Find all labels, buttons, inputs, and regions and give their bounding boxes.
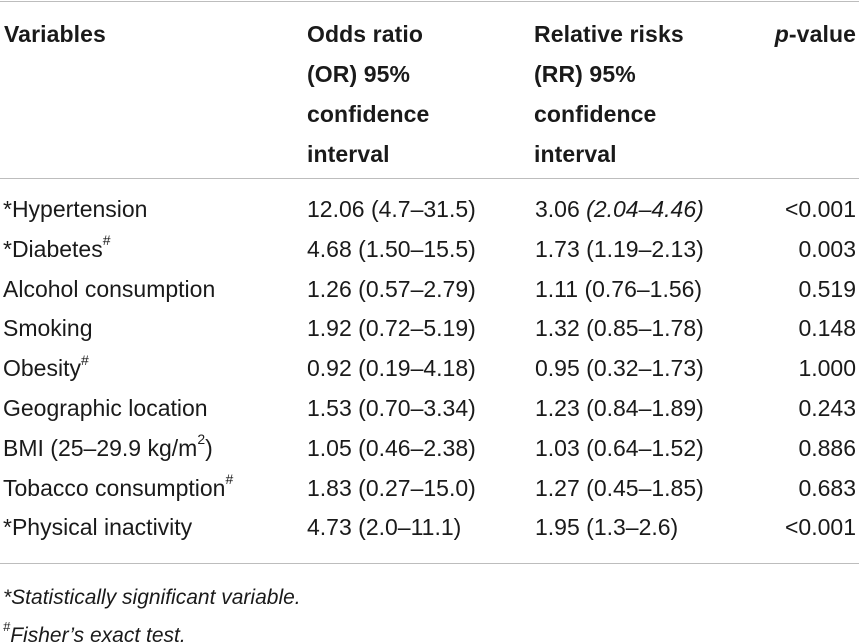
cell-variable: *Diabetes# (3, 229, 111, 269)
cell-variable: Obesity# (3, 348, 89, 388)
variable-label: *Physical inactivity (3, 514, 193, 541)
header-odds-ratio: Odds ratio (OR) 95% confidence interval (307, 21, 430, 167)
cell-variable: BMI (25–29.9 kg/m2) (3, 428, 213, 468)
cell-odds-ratio: 4.73 (2.0–11.1) (307, 514, 462, 541)
footnote-significant: *Statistically significant variable. (3, 586, 301, 609)
rr-value: 1.11 (0.76–1.56) (535, 275, 703, 302)
cell-odds-ratio: 1.05 (0.46–2.38) (307, 434, 476, 461)
table-row: *Physical inactivity 4.73 (2.0–11.1) 1.95 … (0, 507, 859, 547)
cell-relative-risk: 1.23 (0.84–1.89) (535, 388, 704, 428)
cell-relative-risk: 1.32 (0.85–1.78) (535, 308, 704, 348)
table-top-rule (0, 1, 859, 2)
cell-p-value: <0.001 (785, 196, 856, 222)
cell-variable: *Physical inactivity (3, 507, 192, 547)
cell-odds-ratio: 1.26 (0.57–2.79) (307, 275, 476, 302)
cell-p-value: <0.001 (785, 514, 856, 541)
cell-p-value: 1.000 (798, 355, 856, 382)
header-p-value: p-value (775, 14, 856, 54)
cell-relative-risk: 1.95 (1.3–2.6) (535, 507, 678, 547)
variable-label: Alcohol consumption (3, 275, 216, 302)
rr-value: 1.23 (0.84–1.89) (535, 395, 704, 421)
variable-superscript: # (80, 351, 89, 368)
table-row: Geographic location 1.53 (0.70–3.34) 1.23 … (0, 388, 859, 428)
variable-label: Smoking (3, 315, 93, 342)
rr-value: 1.03 (0.64–1.52) (535, 434, 704, 461)
variable-superscript: # (102, 232, 111, 249)
cell-p-value: 0.683 (798, 474, 856, 501)
header-relative-risks: Relative risks (RR) 95% confidence inter… (534, 21, 684, 167)
header-p-rest: -value (788, 21, 856, 47)
cell-p-value: 0.003 (798, 235, 856, 262)
variable-superscript: 2 (197, 431, 206, 448)
cell-relative-risk: 3.06 (2.04–4.46) (535, 189, 704, 229)
footnote-fisher: #Fisher’s exact test. (3, 619, 186, 644)
footnote-fisher-mark: # (3, 619, 11, 634)
cell-p-value: 0.243 (798, 395, 856, 421)
table-row: BMI (25–29.9 kg/m2) 1.05 (0.46–2.38) 1.03 … (0, 428, 859, 468)
cell-p-value: 0.886 (798, 434, 856, 461)
table-row: *Hypertension 12.06 (4.7–31.5) 3.06 (2.04–… (0, 189, 859, 229)
variable-label: Tobacco consumption (3, 474, 226, 501)
variable-label: Geographic location (3, 395, 208, 421)
cell-variable: Geographic location (3, 388, 208, 428)
header-p-italic: p (774, 21, 789, 47)
cell-odds-ratio: 0.92 (0.19–4.18) (307, 355, 476, 382)
variable-label: Obesity (3, 355, 81, 382)
header-variables: Variables (4, 21, 106, 47)
variable-suffix: ) (205, 434, 213, 461)
table-row: Alcohol consumption 1.26 (0.57–2.79) 1.11 … (0, 269, 859, 309)
rr-interval-italic: (2.04–4.46) (586, 196, 704, 222)
cell-odds-ratio: 1.53 (0.70–3.34) (307, 395, 476, 421)
cell-odds-ratio: 1.92 (0.72–5.19) (307, 315, 476, 342)
table-row: Obesity# 0.92 (0.19–4.18) 0.95 (0.32–1.73)… (0, 348, 859, 388)
cell-relative-risk: 1.73 (1.19–2.13) (535, 229, 704, 269)
cell-relative-risk: 1.27 (0.45–1.85) (535, 468, 704, 508)
variable-label: BMI (25–29.9 kg/m (3, 434, 198, 461)
variable-label: *Hypertension (3, 196, 148, 222)
cell-odds-ratio: 12.06 (4.7–31.5) (307, 196, 476, 222)
cell-relative-risk: 0.95 (0.32–1.73) (535, 348, 704, 388)
cell-variable: Alcohol consumption (3, 269, 215, 309)
cell-relative-risk: 1.03 (0.64–1.52) (535, 428, 704, 468)
cell-variable: Tobacco consumption# (3, 468, 233, 508)
rr-value: 1.27 (0.45–1.85) (535, 474, 704, 501)
cell-odds-ratio: 4.68 (1.50–15.5) (307, 235, 476, 262)
rr-value: 1.95 (1.3–2.6) (535, 514, 679, 541)
table-row: *Diabetes# 4.68 (1.50–15.5) 1.73 (1.19–2.1… (0, 229, 859, 269)
variable-label: *Diabetes (3, 235, 103, 262)
rr-value: 1.73 (1.19–2.13) (535, 235, 704, 262)
rr-value: 1.32 (0.85–1.78) (535, 315, 704, 342)
rr-value: 0.95 (0.32–1.73) (535, 355, 704, 382)
table-row: Tobacco consumption# 1.83 (0.27–15.0) 1.27… (0, 468, 859, 508)
cell-p-value: 0.148 (798, 315, 856, 342)
rr-value: 3.06 (535, 196, 587, 222)
variable-superscript: # (225, 470, 234, 487)
table-bottom-rule (0, 563, 859, 564)
header-bottom-rule (0, 178, 859, 179)
cell-variable: Smoking (3, 308, 92, 348)
footnote-fisher-text: Fisher’s exact test. (10, 624, 186, 644)
cell-variable: *Hypertension (3, 189, 147, 229)
table-row: Smoking 1.92 (0.72–5.19) 1.32 (0.85–1.78) 0… (0, 308, 859, 348)
cell-odds-ratio: 1.83 (0.27–15.0) (307, 474, 476, 501)
cell-relative-risk: 1.11 (0.76–1.56) (535, 269, 702, 309)
cell-p-value: 0.519 (798, 275, 856, 302)
